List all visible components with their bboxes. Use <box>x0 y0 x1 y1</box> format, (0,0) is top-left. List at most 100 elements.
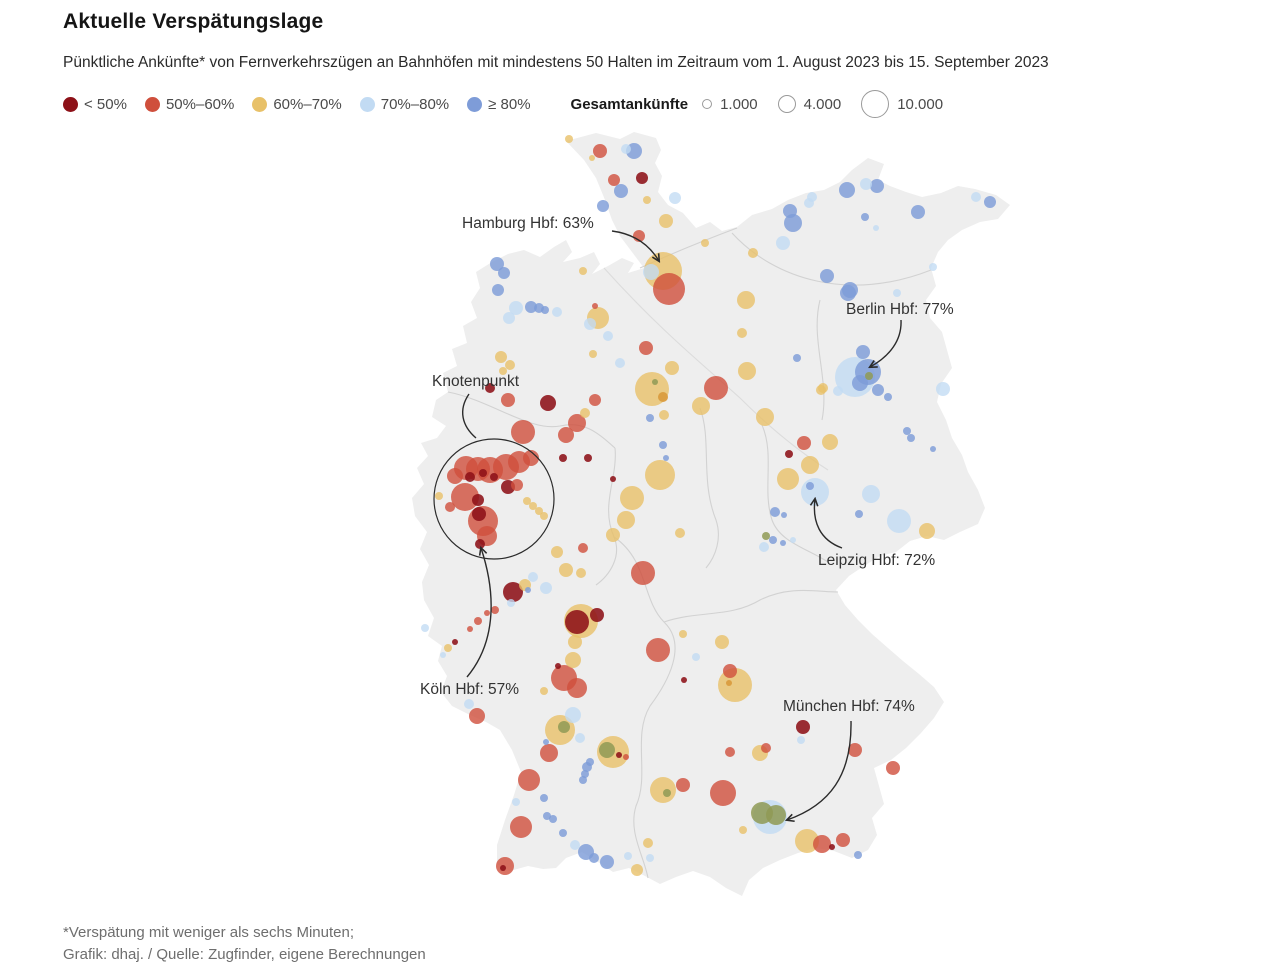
station-dot <box>681 677 687 683</box>
station-dot <box>783 204 797 218</box>
station-dot <box>484 610 490 616</box>
station-dot <box>525 301 537 313</box>
station-dot <box>829 844 835 850</box>
station-dot <box>558 721 570 733</box>
station-dot <box>623 754 629 760</box>
station-dot <box>589 350 597 358</box>
station-dot <box>444 644 452 652</box>
station-dot <box>737 328 747 338</box>
station-dot <box>776 236 790 250</box>
station-dot <box>862 485 880 503</box>
footer: *Verspätung mit weniger als sechs Minute… <box>63 922 426 966</box>
station-dot <box>464 699 474 709</box>
credits: Grafik: dhaj. / Quelle: Zugfinder, eigen… <box>63 946 426 963</box>
size-legend-item-2: 10.000 <box>861 90 943 118</box>
station-dot <box>645 460 675 490</box>
station-dot <box>646 638 670 662</box>
legend-category-0: < 50% <box>63 96 127 113</box>
state-borders <box>447 227 932 879</box>
station-dot <box>617 511 635 529</box>
station-dot <box>658 392 668 402</box>
station-dot <box>806 482 814 490</box>
station-dot <box>578 543 588 553</box>
station-dot <box>855 510 863 518</box>
station-dot <box>511 479 523 491</box>
station-dot <box>650 777 676 803</box>
size-legend-label: 1.000 <box>720 95 758 113</box>
station-dot <box>692 397 710 415</box>
station-dot <box>589 853 599 863</box>
station-dot <box>860 178 872 190</box>
station-dot <box>840 285 856 301</box>
station-dot <box>861 213 869 221</box>
station-dot <box>600 855 614 869</box>
station-dot <box>616 752 622 758</box>
annotation-hamburg: Hamburg Hbf: 63% <box>462 215 594 232</box>
station-dot <box>529 502 537 510</box>
station-dot <box>643 196 651 204</box>
station-dot <box>643 264 659 280</box>
station-dot <box>781 512 787 518</box>
arrow-muenchen <box>787 720 852 820</box>
station-dot <box>836 833 850 847</box>
station-dot <box>586 758 594 766</box>
station-dot <box>624 852 632 860</box>
station-dot <box>589 155 595 161</box>
station-dot <box>643 838 653 848</box>
station-dot <box>518 769 540 791</box>
station-dot <box>445 502 455 512</box>
legend-category-4: ≥ 80% <box>467 96 531 113</box>
station-dot <box>761 743 771 753</box>
station-dot <box>540 744 558 762</box>
station-dot <box>762 532 770 540</box>
station-dot <box>848 743 862 757</box>
station-dot <box>780 540 786 546</box>
station-dot <box>653 273 685 305</box>
station-dot <box>568 414 586 432</box>
station-dot <box>886 761 900 775</box>
station-dot <box>579 267 587 275</box>
station-dot <box>580 408 590 418</box>
stations-dots-layer <box>421 135 996 876</box>
station-dot <box>646 854 654 862</box>
germany-outline <box>412 132 1010 896</box>
station-dot <box>659 214 673 228</box>
station-dot <box>421 624 429 632</box>
station-dot <box>465 472 475 482</box>
legend-color-dot <box>252 96 268 112</box>
station-dot <box>887 509 911 533</box>
station-dot <box>704 376 728 400</box>
station-dot <box>543 812 551 820</box>
station-dot <box>797 736 805 744</box>
station-dot <box>584 318 596 330</box>
station-dot <box>639 341 653 355</box>
legend-category-label: 70%–80% <box>380 95 450 113</box>
station-dot <box>631 864 643 876</box>
station-dot <box>540 395 556 411</box>
footnote: *Verspätung mit weniger als sechs Minute… <box>63 924 354 941</box>
arrow-leipzig <box>814 499 843 549</box>
station-dot <box>597 200 609 212</box>
station-dot <box>872 384 884 396</box>
station-dot <box>492 284 504 296</box>
station-dot <box>652 379 658 385</box>
station-dot <box>663 455 669 461</box>
station-dot <box>769 536 777 544</box>
station-dot <box>490 473 498 481</box>
station-dot <box>833 386 843 396</box>
station-dot <box>692 653 700 661</box>
station-dot <box>540 512 548 520</box>
station-dot <box>523 450 539 466</box>
station-dot <box>608 174 620 186</box>
station-dot <box>509 301 523 315</box>
station-dot <box>565 610 589 634</box>
legend-category-2: 60%–70% <box>252 96 342 113</box>
size-legend-title: Gesamtankünfte <box>570 95 689 113</box>
station-dot <box>865 372 873 380</box>
station-dot <box>507 599 515 607</box>
station-dot <box>565 652 581 668</box>
station-dot <box>870 179 884 193</box>
station-dot <box>852 375 868 391</box>
station-dot <box>856 345 870 359</box>
station-dot <box>816 385 826 395</box>
